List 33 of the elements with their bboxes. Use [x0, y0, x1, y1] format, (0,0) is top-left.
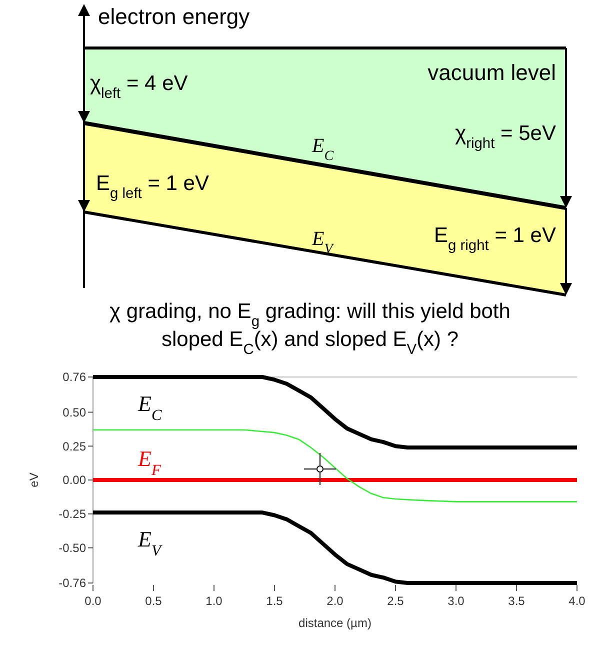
x-axis-title: distance (µm) [298, 616, 372, 630]
y-tick-label: 0.76 [62, 370, 86, 384]
x-tick-label: 0.5 [145, 594, 162, 608]
text: E$_{g right}$ = 1 eV [434, 224, 556, 254]
x-tick-label: 4.0 [568, 594, 586, 608]
y-tick-label: 0.25 [62, 439, 86, 454]
x-tick-label: 0.0 [84, 594, 102, 608]
x-tick-label: 3.0 [448, 594, 465, 608]
text: χ$_{right}$ = 5eV [455, 122, 556, 152]
text: E$_{C}$ [311, 135, 334, 164]
series-label: E$_{C}$ [137, 391, 162, 424]
line-series [92, 429, 578, 502]
y-tick-label: 0.00 [62, 473, 86, 488]
y-tick-label: -0.50 [58, 540, 86, 555]
y-axis-title: eV [27, 472, 41, 488]
y-tick-label: 0.50 [62, 405, 86, 420]
line-series [91, 375, 579, 450]
x-tick-label: 2.5 [387, 594, 404, 608]
y-tick-label: -0.76 [58, 576, 86, 590]
x-tick-label: 2.0 [326, 594, 344, 608]
text: E$_{V}$ [311, 228, 334, 256]
x-tick-label: 1.0 [206, 594, 223, 608]
text: E$_{g left}$ = 1 eV [96, 172, 209, 202]
text: χ$_{left}$ = 4 eV [90, 72, 188, 102]
series-label: E$_{V}$ [137, 526, 162, 560]
x-tick-label: 3.5 [508, 594, 526, 608]
x-tick-label: 1.5 [266, 594, 284, 608]
text: vacuum level [428, 60, 556, 85]
line-series [91, 510, 579, 585]
series-label: E$_{F}$ [137, 446, 162, 478]
text: χ grading, no E$_{g}$ grading: will this yield both sloped E$_{C}$(x) and sloped E$_{V}$(x) ? [110, 300, 510, 358]
text: electron energy [98, 4, 250, 29]
y-tick-label: -0.25 [58, 507, 86, 522]
